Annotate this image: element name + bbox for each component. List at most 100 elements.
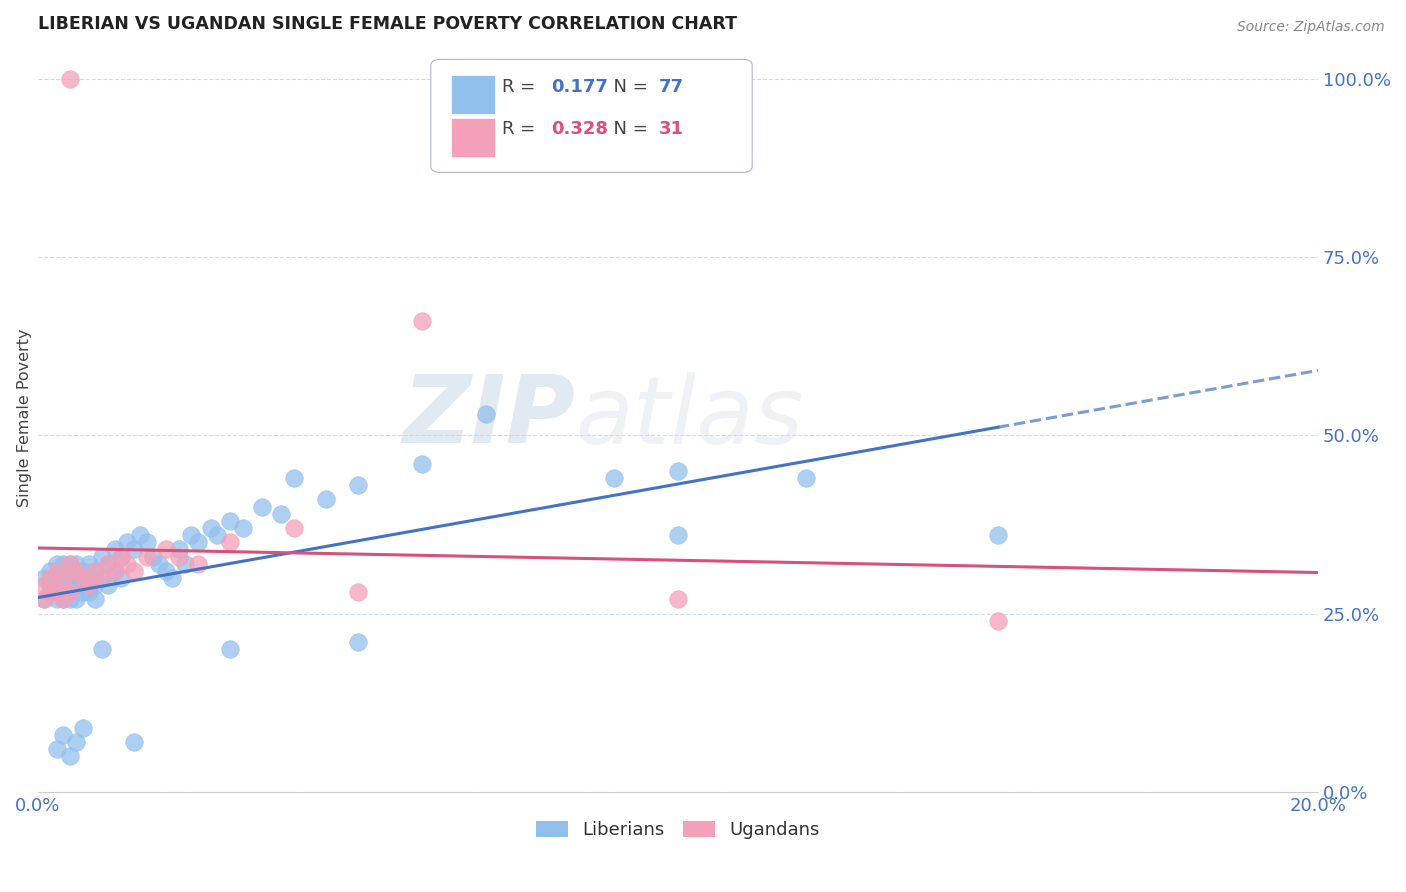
Point [77,571,100,585]
Point [45,742,67,756]
Point [97,557,120,571]
Point [411,457,433,471]
Point [65,564,87,578]
Point [59,578,82,592]
Point [72,564,94,578]
Point [103,542,125,557]
Point [45,592,67,607]
Y-axis label: Single Female Poverty: Single Female Poverty [17,328,32,507]
Point [122,542,145,557]
Point [346,478,368,492]
Text: 0.177: 0.177 [551,78,607,96]
Point [283,521,305,535]
Point [187,557,209,571]
Point [117,557,139,571]
Point [283,471,305,485]
Point [475,407,498,421]
Point [148,557,170,571]
Point [666,464,689,478]
Point [45,585,67,599]
Point [160,571,183,585]
Point [122,564,145,578]
Point [59,557,82,571]
Point [411,314,433,328]
Point [987,528,1010,542]
Point [65,735,87,749]
Point [72,571,94,585]
Point [52,728,75,742]
Point [174,557,197,571]
Point [97,578,120,592]
Point [90,549,112,564]
Point [77,585,100,599]
Point [90,642,112,657]
Point [218,642,240,657]
Point [65,557,87,571]
Point [315,492,337,507]
Point [52,592,75,607]
Point [180,528,202,542]
Point [52,592,75,607]
Point [39,578,62,592]
Point [666,592,689,607]
Point [59,557,82,571]
Point [155,542,177,557]
Point [32,592,55,607]
Point [110,549,132,564]
Point [97,557,120,571]
Point [45,557,67,571]
Point [59,571,82,585]
Point [987,614,1010,628]
Point [232,521,254,535]
Point [167,549,190,564]
Point [39,585,62,599]
Point [77,578,100,592]
Point [84,564,107,578]
Point [346,585,368,599]
Point [32,592,55,607]
Text: ZIP: ZIP [402,371,575,464]
Point [250,500,273,514]
Point [45,564,67,578]
Text: LIBERIAN VS UGANDAN SINGLE FEMALE POVERTY CORRELATION CHART: LIBERIAN VS UGANDAN SINGLE FEMALE POVERT… [38,15,737,33]
Point [110,571,132,585]
Point [90,571,112,585]
Point [346,635,368,649]
Point [122,735,145,749]
Point [45,585,67,599]
Text: 31: 31 [658,120,683,138]
Point [72,585,94,599]
Point [167,542,190,557]
Point [129,528,152,542]
Text: R =: R = [502,78,541,96]
Point [155,564,177,578]
Point [32,578,55,592]
Point [110,549,132,564]
FancyBboxPatch shape [451,118,495,157]
Point [187,535,209,549]
Point [794,471,817,485]
Point [205,528,228,542]
Point [39,585,62,599]
Text: N =: N = [602,78,654,96]
Point [59,749,82,764]
Point [666,528,689,542]
Point [103,564,125,578]
Point [90,571,112,585]
Point [39,564,62,578]
Point [52,564,75,578]
Point [52,557,75,571]
Point [72,578,94,592]
Point [103,564,125,578]
Text: 77: 77 [658,78,683,96]
Text: N =: N = [602,120,654,138]
FancyBboxPatch shape [430,60,752,172]
Text: R =: R = [502,120,541,138]
Point [52,578,75,592]
Point [65,571,87,585]
Point [65,564,87,578]
Legend: Liberians, Ugandans: Liberians, Ugandans [529,814,827,847]
Point [270,507,292,521]
Point [84,578,107,592]
Text: 0.328: 0.328 [551,120,609,138]
